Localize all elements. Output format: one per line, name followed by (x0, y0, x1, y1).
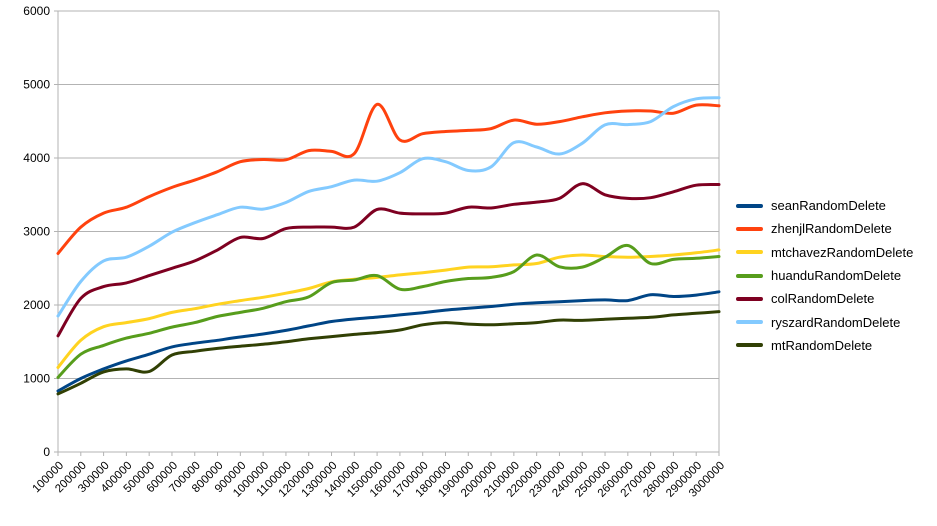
legend-item-zhenjlRandomDelete: zhenjlRandomDelete (736, 217, 913, 240)
legend-swatch-zhenjlRandomDelete (736, 226, 763, 231)
legend-swatch-mtRandomDelete (736, 343, 763, 348)
y-axis-label: 4000 (23, 151, 50, 165)
series-line-mtchavezRandomDelete (56, 248, 721, 369)
legend-label: mtRandomDelete (771, 337, 873, 353)
y-axis-label: 5000 (23, 78, 50, 92)
legend-label: seanRandomDelete (771, 198, 886, 214)
chart-legend: seanRandomDelete zhenjlRandomDelete mtchav… (736, 194, 913, 357)
y-axis-label: 2000 (23, 298, 50, 312)
legend-item-huanduRandomDelete: huanduRandomDelete (736, 264, 913, 287)
legend-swatch-ryszardRandomDelete (736, 320, 763, 325)
series-line-seanRandomDelete (56, 290, 721, 393)
legend-label: huanduRandomDelete (771, 268, 902, 284)
y-axis-label: 1000 (23, 372, 50, 386)
legend-swatch-colRandomDelete (736, 296, 763, 301)
series-line-mtRandomDelete (56, 310, 721, 396)
legend-label: ryszardRandomDelete (771, 314, 901, 330)
legend-item-colRandomDelete: colRandomDelete (736, 287, 913, 310)
y-axis-label: 6000 (23, 4, 50, 18)
legend-label: zhenjlRandomDelete (771, 221, 892, 237)
legend-item-mtRandomDelete: mtRandomDelete (736, 334, 913, 357)
series-line-zhenjlRandomDelete (56, 102, 721, 255)
legend-label: colRandomDelete (771, 291, 875, 307)
y-axis-label: 3000 (23, 225, 50, 239)
legend-label: mtchavezRandomDelete (771, 244, 914, 260)
legend-item-mtchavezRandomDelete: mtchavezRandomDelete (736, 241, 913, 264)
legend-swatch-seanRandomDelete (736, 203, 763, 208)
legend-swatch-mtchavezRandomDelete (736, 250, 763, 255)
series-line-huanduRandomDelete (56, 243, 721, 379)
y-axis-label: 0 (43, 445, 50, 459)
legend-item-seanRandomDelete: seanRandomDelete (736, 194, 913, 217)
series-line-colRandomDelete (56, 182, 721, 338)
series-line-ryszardRandomDelete (56, 96, 721, 318)
legend-item-ryszardRandomDelete: ryszardRandomDelete (736, 310, 913, 333)
legend-swatch-huanduRandomDelete (736, 273, 763, 278)
